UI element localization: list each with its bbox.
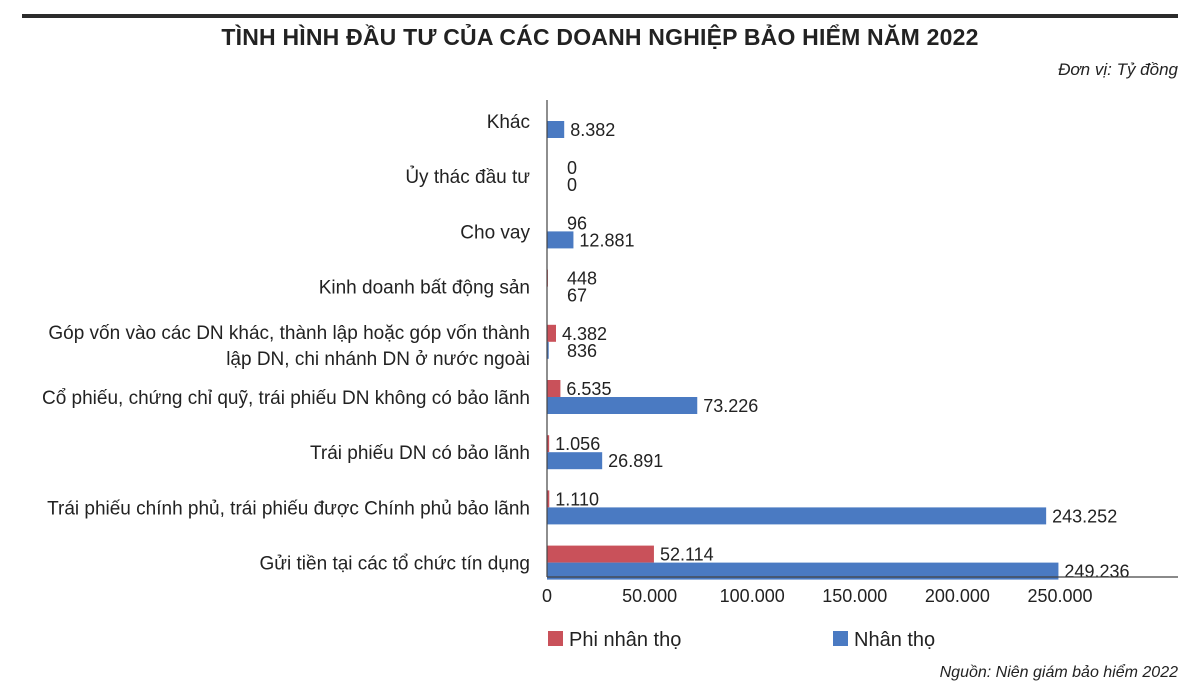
bar-phi-nhan-tho <box>547 490 550 508</box>
value-label-nhan-tho: 836 <box>567 341 597 361</box>
value-label-phi-nhan-tho: 96 <box>567 213 587 233</box>
value-label-nhan-tho: 0 <box>567 175 577 195</box>
value-label-nhan-tho: 67 <box>567 286 587 306</box>
legend-swatch-nhan-tho <box>833 631 848 646</box>
legend: Phi nhân thọ Nhân thọ <box>548 629 935 651</box>
category-label: Cho vay <box>460 222 530 243</box>
bar-nhan-tho <box>547 121 565 138</box>
x-tick-label: 0 <box>542 586 552 606</box>
value-label-phi-nhan-tho: 448 <box>567 269 597 289</box>
source-note: Nguồn: Niên giám bảo hiểm 2022 <box>939 664 1178 681</box>
value-label-phi-nhan-tho: 52.114 <box>660 545 714 565</box>
category-label: Góp vốn vào các DN khác, thành lập hoặc … <box>48 323 530 370</box>
value-label-nhan-tho: 243.252 <box>1052 506 1117 526</box>
value-label-phi-nhan-tho: 1.110 <box>555 489 599 509</box>
bar-nhan-tho <box>547 397 698 414</box>
bar-phi-nhan-tho <box>547 380 561 397</box>
value-label-nhan-tho: 73.226 <box>703 396 758 416</box>
value-label-nhan-tho: 12.881 <box>579 230 634 250</box>
bar-nhan-tho <box>547 507 1047 525</box>
category-label: Gửi tiền tại các tổ chức tín dụng <box>260 554 530 575</box>
legend-swatch-phi-nhan-tho <box>548 631 563 646</box>
category-label: Ủy thác đầu tư <box>405 166 530 188</box>
category-label: Trái phiếu DN có bảo lãnh <box>310 443 530 464</box>
unit-note: Đơn vị: Tỷ đồng <box>1058 60 1178 79</box>
legend-label: Phi nhân thọ <box>569 629 681 651</box>
bar-phi-nhan-tho <box>547 545 654 563</box>
bar-phi-nhan-tho <box>547 324 556 342</box>
chart-title: TÌNH HÌNH ĐẦU TƯ CỦA CÁC DOANH NGHIỆP BẢ… <box>221 24 979 50</box>
bars-group <box>547 121 1059 580</box>
value-label-nhan-tho: 8.382 <box>570 120 615 140</box>
category-label: Kinh doanh bất động sản <box>319 278 530 299</box>
x-tick-label: 200.000 <box>925 586 990 606</box>
value-label-nhan-tho: 26.891 <box>608 451 663 471</box>
x-tick-label: 100.000 <box>720 586 785 606</box>
top-rule <box>22 14 1178 18</box>
x-tick-label: 50.000 <box>622 586 677 606</box>
bar-nhan-tho <box>547 231 574 249</box>
x-tick-label: 250.000 <box>1027 586 1092 606</box>
value-label-phi-nhan-tho: 6.535 <box>566 379 611 399</box>
value-label-nhan-tho: 249.236 <box>1064 562 1129 582</box>
axes-group: 0 50.000 100.000 150.000 200.000 250.000 <box>542 100 1178 606</box>
bar-nhan-tho <box>547 341 549 359</box>
bar-phi-nhan-tho <box>547 435 550 453</box>
legend-label: Nhân thọ <box>854 629 935 651</box>
category-label: Khác <box>487 112 530 133</box>
value-label-phi-nhan-tho: 1.056 <box>555 434 600 454</box>
category-label: Trái phiếu chính phủ, trái phiếu được Ch… <box>47 498 530 519</box>
bar-nhan-tho <box>547 562 1059 580</box>
bar-nhan-tho <box>547 452 603 470</box>
x-tick-label: 150.000 <box>822 586 887 606</box>
value-label-phi-nhan-tho: 4.382 <box>562 324 607 344</box>
category-labels-group: Khác Ủy thác đầu tư Cho vay Kinh doanh bất … <box>42 112 531 575</box>
category-label: Cổ phiếu, chứng chỉ quỹ, trái phiếu DN k… <box>42 388 530 409</box>
value-label-phi-nhan-tho: 0 <box>567 158 577 178</box>
